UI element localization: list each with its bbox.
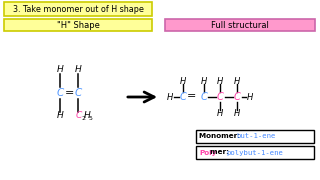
FancyBboxPatch shape xyxy=(196,146,314,159)
Text: H: H xyxy=(84,111,91,120)
Text: but-1-ene: but-1-ene xyxy=(236,134,276,140)
Text: mer:: mer: xyxy=(210,150,231,156)
Text: H: H xyxy=(57,66,63,75)
Text: H: H xyxy=(167,93,173,102)
Text: H: H xyxy=(217,76,223,86)
FancyBboxPatch shape xyxy=(165,19,315,31)
Text: C: C xyxy=(74,88,82,98)
Text: =: = xyxy=(64,88,74,98)
Text: H: H xyxy=(234,109,240,118)
FancyBboxPatch shape xyxy=(4,2,152,16)
FancyBboxPatch shape xyxy=(4,19,152,31)
Text: Poly: Poly xyxy=(199,150,216,156)
Text: Monomer:: Monomer: xyxy=(199,134,243,140)
Text: Full structural: Full structural xyxy=(211,21,269,30)
Text: H: H xyxy=(201,76,207,86)
Text: H: H xyxy=(234,76,240,86)
Text: 5: 5 xyxy=(89,116,93,120)
Text: =: = xyxy=(187,91,197,102)
Text: polybut-1-ene: polybut-1-ene xyxy=(226,150,283,156)
Text: C: C xyxy=(217,92,223,102)
Text: C: C xyxy=(201,92,207,102)
FancyBboxPatch shape xyxy=(196,130,314,143)
Text: H: H xyxy=(180,76,186,86)
Text: C: C xyxy=(76,111,82,120)
Text: C: C xyxy=(180,92,186,102)
Text: "H" Shape: "H" Shape xyxy=(57,21,100,30)
Text: C: C xyxy=(56,88,64,98)
Text: H: H xyxy=(217,109,223,118)
Text: H: H xyxy=(57,111,63,120)
Text: C: C xyxy=(234,92,240,102)
Text: H: H xyxy=(75,66,81,75)
Text: 2: 2 xyxy=(81,116,85,120)
Text: H: H xyxy=(247,93,253,102)
Text: 3. Take monomer out of H shape: 3. Take monomer out of H shape xyxy=(12,4,143,14)
